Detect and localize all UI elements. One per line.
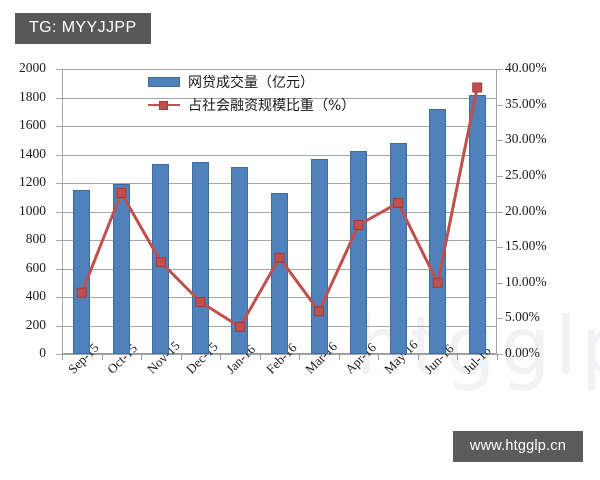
y-axis-right-tickmark xyxy=(497,318,503,320)
x-axis-tickmark xyxy=(457,354,459,360)
bar-Jan-16 xyxy=(231,167,249,354)
y-axis-left-tick-label: 2000 xyxy=(19,60,46,75)
bar-Nov-15 xyxy=(152,163,170,354)
x-axis-tickmark xyxy=(220,354,222,360)
legend-bar-swatch-icon xyxy=(148,76,180,87)
bar-Oct-15 xyxy=(112,183,130,354)
x-axis-tickmark xyxy=(497,354,498,360)
gridline xyxy=(62,69,497,70)
y-axis-left-tickmark xyxy=(56,97,62,99)
y-axis-right-tickmark xyxy=(497,211,503,213)
y-axis-right-tickmark xyxy=(497,140,503,142)
y-axis-right-tickmark xyxy=(497,354,503,355)
x-axis-tickmark xyxy=(101,354,103,360)
y-axis-left-tick-label: 0 xyxy=(39,345,46,360)
y-axis-left-tick-label: 1600 xyxy=(19,117,46,132)
y-axis-left-tickmark xyxy=(56,154,62,156)
x-axis-tickmark xyxy=(62,354,63,360)
y-axis-left-tick-label: 600 xyxy=(25,259,46,275)
y-axis-right-tick-label: 5.00% xyxy=(505,309,540,325)
legend-line-swatch-icon xyxy=(148,99,180,111)
bar-May-16 xyxy=(389,143,407,354)
y-axis-left-tick-label: 800 xyxy=(25,231,46,246)
y-axis-right-tick-label: 40.00% xyxy=(505,60,547,75)
chart-legend: 网贷成交量（亿元） 占社会融资规模比重（%） xyxy=(148,70,356,116)
y-axis-left-tick-label: 400 xyxy=(25,288,46,303)
y-axis-left-tickmark xyxy=(56,354,62,355)
y-axis-left-tickmark xyxy=(56,325,62,327)
y-axis-left-tickmark xyxy=(56,69,62,70)
y-axis-right-tick-label: 30.00% xyxy=(505,131,547,147)
bar-Sep-15 xyxy=(73,190,91,354)
site-url-watermark-badge: www.htgglp.cn xyxy=(452,431,583,462)
y-axis-right-tick-label: 10.00% xyxy=(505,273,547,289)
legend-label-line-series: 占社会融资规模比重（%） xyxy=(188,97,356,114)
x-axis-tickmark xyxy=(141,354,143,360)
legend-item-bar-series: 网贷成交量（亿元） xyxy=(148,70,354,93)
x-axis-labels: Sep-15 Oct-15 Nov-15 Dec-15 Jan-16 Feb-16 Mar-… xyxy=(62,337,498,424)
x-axis-tickmark xyxy=(338,354,340,360)
x-axis-tickmark xyxy=(259,354,261,360)
y-axis-right-tickmark xyxy=(497,282,503,284)
y-axis-right-tick-label: 25.00% xyxy=(505,166,547,182)
x-axis-tickmark xyxy=(378,354,380,360)
y-axis-right-tickmark xyxy=(497,175,503,177)
y-axis-left-tick-label: 1200 xyxy=(19,174,46,189)
bar-Jul-16 xyxy=(468,94,486,354)
y-axis-left-tickmark xyxy=(56,183,62,184)
bar-Mar-16 xyxy=(310,158,328,354)
legend-line-marker xyxy=(159,100,168,110)
bar-Dec-15 xyxy=(191,162,209,354)
y-axis-left-tickmark xyxy=(56,240,62,241)
y-axis-left-tick-label: 1000 xyxy=(19,202,46,218)
y-axis-left-tickmark xyxy=(56,126,62,127)
x-axis-tickmark xyxy=(299,354,301,360)
y-axis-left-tickmark xyxy=(56,268,62,270)
y-axis-right-tickmark xyxy=(497,104,503,106)
bar-Feb-16 xyxy=(271,192,288,354)
y-axis-left-tick-label: 1400 xyxy=(19,145,46,161)
legend-label-bar-series: 网贷成交量（亿元） xyxy=(188,74,314,91)
y-axis-left-tick-label: 1800 xyxy=(19,88,46,104)
x-axis-tickmark xyxy=(417,354,419,360)
x-axis-tickmark xyxy=(180,354,182,360)
bar-Jun-16 xyxy=(429,108,447,354)
gridline xyxy=(62,354,497,355)
y-axis-right-tick-label: 0.00% xyxy=(505,345,540,360)
y-axis-right-tickmark xyxy=(497,247,503,249)
bar-Apr-16 xyxy=(350,150,368,354)
y-axis-left-tick-label: 200 xyxy=(25,316,46,332)
legend-item-line-series: 占社会融资规模比重（%） xyxy=(148,93,356,116)
y-axis-right-tick-label: 15.00% xyxy=(505,238,547,254)
y-axis-left-tickmark xyxy=(56,297,62,298)
y-axis-left-tickmark xyxy=(56,211,62,213)
y-axis-right-tickmark xyxy=(497,69,503,70)
y-axis-right-tick-label: 20.00% xyxy=(505,202,547,218)
y-axis-right-tick-label: 35.00% xyxy=(505,95,547,111)
tg-watermark-badge: TG: MYYJJPP xyxy=(15,13,151,44)
